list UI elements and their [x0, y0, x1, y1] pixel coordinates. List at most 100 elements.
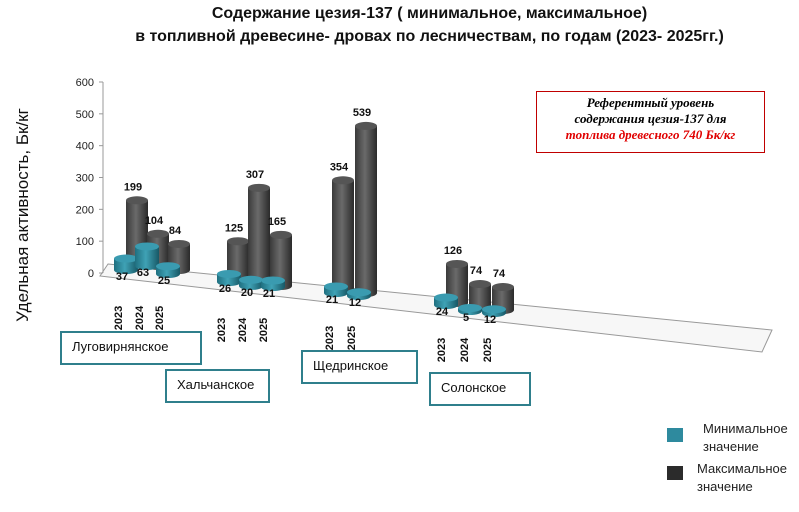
category-label-solonskoe: Солонское: [429, 372, 531, 406]
cylinder-top: [347, 288, 371, 297]
data-label-min: 26: [219, 283, 231, 295]
bar-min-2025: [347, 288, 371, 300]
data-label-max: 84: [169, 225, 182, 237]
x-tick-label-year: 2024: [459, 337, 471, 362]
cylinder-top: [239, 275, 263, 284]
cylinder-body: [135, 246, 159, 266]
chart-title-line-2: в топливной древесине- дровах по лесниче…: [135, 28, 724, 45]
cylinder-top: [156, 262, 180, 271]
y-tick-label: 600: [76, 77, 94, 89]
data-label-min: 20: [241, 287, 253, 299]
bar-min-2025: [156, 262, 180, 278]
cylinder-top: [248, 183, 270, 192]
x-tick-label-year: 2023: [113, 306, 125, 330]
cylinder-body: [248, 187, 270, 283]
x-tick-label-year: 2025: [258, 318, 270, 342]
annotation-line-3: топлива древесного 740 Бк/кг: [565, 127, 736, 142]
x-tick-label-year: 2023: [436, 338, 448, 362]
bar-min-2023: [114, 254, 138, 274]
data-label-max: 74: [493, 268, 506, 280]
category-label-khalchanskoe: Хальчанское: [165, 369, 270, 403]
legend-label-min: Минимальное значение: [703, 421, 788, 454]
data-label-min: 63: [137, 267, 149, 279]
bar-max-2023: [332, 176, 354, 294]
bar-min-2025: [482, 305, 506, 317]
cylinder-top: [147, 229, 169, 238]
cylinder-top: [227, 237, 249, 246]
data-label-min: 24: [436, 306, 449, 318]
bar-min-2025: [261, 276, 285, 291]
cylinder-base: [135, 262, 159, 270]
bar-min-2023: [434, 293, 458, 309]
data-label-max: 199: [124, 181, 142, 193]
cylinder-body: [492, 287, 514, 310]
category-label-shchedrinskoe: Щедринское: [301, 350, 418, 384]
data-label-max: 539: [353, 107, 371, 119]
cylinder-base: [239, 282, 263, 290]
data-label-min: 37: [116, 271, 128, 283]
data-label-min: 25: [158, 275, 170, 287]
cylinder-top: [434, 293, 458, 302]
legend-swatch-min: [667, 428, 683, 442]
cylinder-base: [114, 266, 138, 274]
cylinder-top: [324, 282, 348, 291]
cylinder-top: [355, 121, 377, 130]
bar-max-2024: [248, 183, 270, 287]
data-label-min: 5: [463, 312, 469, 324]
cylinder-top: [482, 305, 506, 314]
cylinder-top: [458, 304, 482, 312]
y-tick-label: 500: [76, 109, 94, 121]
data-label-min: 12: [349, 297, 361, 309]
cylinder-body: [446, 263, 468, 303]
cylinder-top: [270, 230, 292, 239]
bar-max-2025: [355, 121, 377, 297]
cylinder-base: [217, 278, 241, 286]
data-label-max: 104: [145, 215, 164, 227]
chart-title-line-1: Содержание цезия-137 ( минимальное, макс…: [211, 5, 648, 22]
cylinder-body: [217, 273, 241, 282]
data-label-max: 165: [268, 216, 286, 228]
cylinder-body: [114, 258, 138, 270]
cylinder-top: [469, 280, 491, 289]
cylinder-body: [332, 180, 354, 290]
data-label-min: 12: [484, 314, 496, 326]
cylinder-body: [270, 234, 292, 286]
x-tick-label-year: 2025: [346, 326, 358, 350]
bar-min-2023: [324, 282, 348, 297]
cylinder-top: [261, 276, 285, 285]
x-tick-label-year: 2025: [482, 338, 494, 362]
bar-min-2024: [135, 242, 159, 270]
cylinder-body: [469, 284, 491, 307]
x-tick-label-year: 2024: [237, 317, 249, 342]
x-tick-label-year: 2023: [324, 326, 336, 350]
cylinder-base: [156, 270, 180, 278]
bar-min-2023: [217, 269, 241, 286]
reference-level-annotation: Референтный уровень содержания цезия-137…: [536, 91, 765, 153]
cylinder-body: [355, 125, 377, 293]
bar-min-2024: [458, 304, 482, 315]
cylinder-top: [446, 259, 468, 268]
cylinder-base: [434, 301, 458, 309]
cylinder-top: [114, 254, 138, 263]
cylinder-top: [332, 176, 354, 185]
cylinder-top: [217, 269, 241, 278]
data-label-min: 21: [326, 294, 338, 306]
data-label-max: 354: [330, 161, 349, 173]
x-tick-label-year: 2025: [154, 306, 166, 330]
annotation-line-2: содержания цезия-137 для: [574, 111, 727, 126]
data-label-max: 307: [246, 169, 264, 181]
y-tick-label: 0: [88, 268, 94, 280]
y-tick-label: 400: [76, 141, 94, 153]
cylinder-top: [168, 239, 190, 248]
cylinder-top: [492, 283, 514, 292]
cylinder-base: [261, 283, 285, 291]
legend-swatch-max: [667, 466, 683, 480]
category-label-lugovirnyanskoe: Луговирнянское: [60, 331, 202, 365]
x-tick-label-year: 2024: [134, 305, 146, 330]
legend-label-max: Максимальное значение: [697, 461, 787, 494]
bar-max-2025: [270, 230, 292, 290]
y-tick-label: 300: [76, 173, 94, 185]
y-tick-label: 200: [76, 204, 94, 216]
